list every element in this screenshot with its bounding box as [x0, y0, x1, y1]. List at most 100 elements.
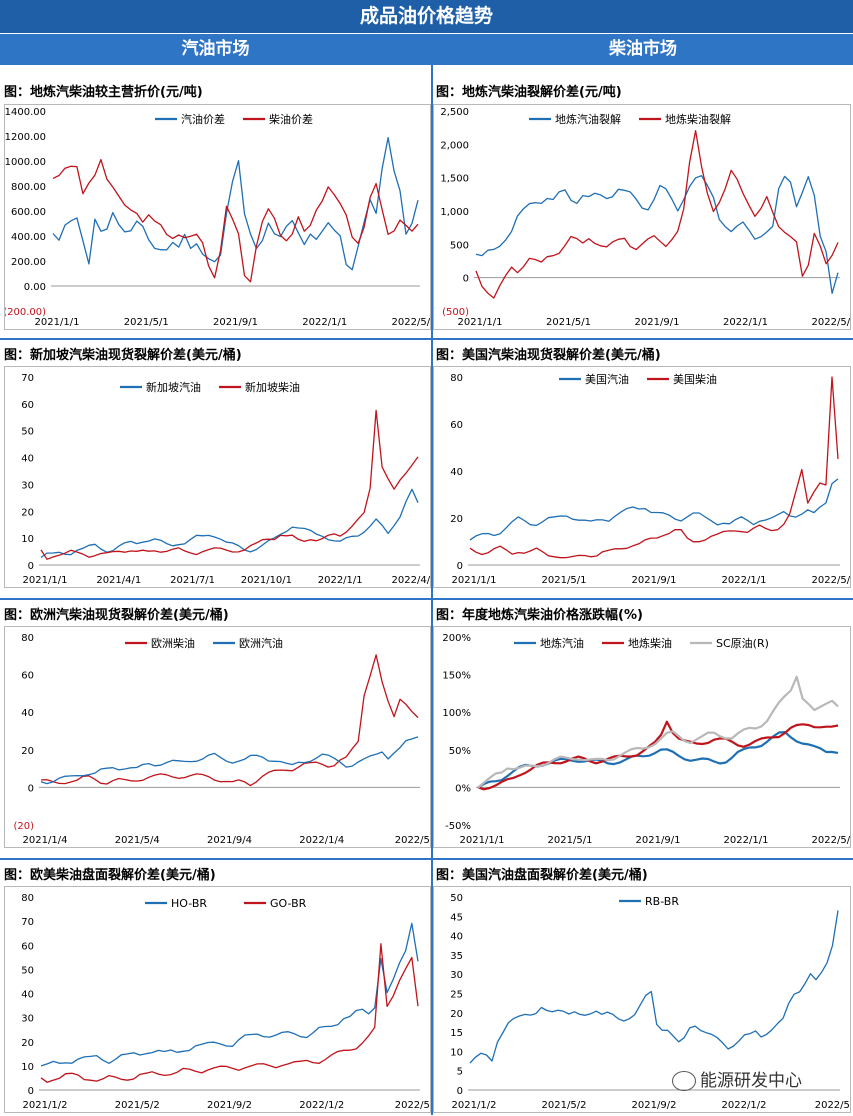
series-line-2	[477, 675, 839, 789]
x-tick-label: 2021/9/2	[632, 1100, 677, 1111]
x-tick-label: 2021/5/1	[124, 317, 169, 328]
x-tick-label: 2022/1/1	[722, 575, 767, 586]
y-tick-label: 35	[450, 951, 463, 962]
y-tick-label: (200.00)	[5, 307, 46, 318]
series-line-0	[52, 136, 419, 271]
x-tick-label: 2021/4/1	[96, 575, 141, 586]
x-tick-label: 2021/5/2	[115, 1100, 160, 1111]
legend-label: SC原油(R)	[716, 636, 769, 650]
y-tick-label: 100%	[442, 708, 471, 719]
section-header-diesel: 柴油市场	[433, 34, 853, 65]
legend-label: 欧洲汽油	[239, 636, 283, 650]
legend-label: 欧洲柴油	[151, 636, 195, 650]
series-line-0	[40, 654, 419, 787]
x-tick-label: 2022/1/2	[722, 1100, 767, 1111]
y-tick-label: 80	[21, 893, 34, 904]
y-tick-label: (500)	[442, 307, 469, 318]
y-tick-label: 10	[450, 1047, 463, 1058]
y-tick-label: 200.00	[11, 257, 46, 268]
y-tick-label: 1,500	[440, 174, 469, 185]
series-line-0	[40, 922, 419, 1067]
y-tick-label: 600.00	[11, 207, 46, 218]
y-tick-label: 60	[21, 671, 34, 682]
chart-svg: 2,500 2,000 1,500 1,000 500 0 (500)2021/1/1 202…	[440, 107, 853, 328]
y-tick-label: 20	[21, 1038, 34, 1049]
chart-c5: 80 60 40 20 0 (20) 2021/1/4 2021/5/4 2021/9/4 202…	[4, 626, 434, 848]
y-tick-label: 40	[21, 454, 34, 465]
series-line-1	[477, 720, 839, 791]
y-tick-label: 60	[21, 400, 34, 411]
y-tick-label: 50	[21, 965, 34, 976]
x-tick-label: 2022/4/1	[392, 575, 430, 586]
x-tick-label: 2022/1/2	[299, 1100, 344, 1111]
x-tick-label: 2022/5/	[395, 835, 430, 846]
y-tick-label: 0	[457, 1086, 463, 1097]
y-tick-label: 0	[28, 561, 34, 572]
y-tick-label: 40	[450, 467, 463, 478]
watermark: 能源研发中心	[672, 1066, 802, 1091]
y-tick-label: 500	[450, 240, 469, 251]
chart-title: 图：欧洲汽柴油现货裂解价差(美元/桶)	[4, 608, 229, 623]
y-tick-label: 200%	[442, 633, 471, 644]
row-divider	[0, 858, 853, 860]
x-tick-label: 2021/1/1	[452, 575, 497, 586]
y-tick-label: 30	[21, 480, 34, 491]
legend-label: 新加坡柴油	[245, 380, 300, 394]
y-tick-label: 30	[450, 970, 463, 981]
legend-label: RB-BR	[645, 895, 679, 908]
chart-svg: 80 60 40 20 0 2021/1/1 2021/5/1 2021/9/1 2022/1/…	[450, 372, 853, 586]
chart-title: 图：欧美柴油盘面裂解价差(美元/桶)	[4, 868, 216, 883]
y-tick-label: 150%	[442, 671, 471, 682]
series-line-1	[40, 409, 419, 560]
x-tick-label: 2022/5/1	[812, 317, 850, 328]
x-tick-label: 2022/5/1	[812, 835, 850, 846]
x-tick-label: 2022/1/1	[723, 317, 768, 328]
y-tick-label: 80	[450, 373, 463, 384]
legend-label: 新加坡汽油	[146, 380, 201, 394]
chart-svg: 80 70 60 50 40 30 20 10 0 2021/1/2 2021/5/2 2021/9/…	[21, 893, 434, 1111]
y-tick-label: 0	[28, 1086, 34, 1097]
chart-svg: 70 60 50 40 30 20 10 0 2021/1/1 2021/4/1 2021/7/1 2…	[21, 373, 436, 586]
y-tick-label: 2,500	[440, 107, 469, 118]
series-line-1	[475, 130, 839, 299]
y-tick-label: 40	[21, 708, 34, 719]
chart-c2: 2,500 2,000 1,500 1,000 500 0 (500) 2021/1/1 202…	[433, 104, 853, 330]
y-tick-label: 70	[21, 917, 34, 928]
series-line-0	[475, 175, 839, 294]
x-tick-label: 2021/7/1	[170, 575, 215, 586]
y-tick-label: 0%	[455, 783, 471, 794]
x-tick-label: 2021/1/2	[23, 1100, 68, 1111]
chart-title: 图：美国汽油盘面裂解价差(美元/桶)	[436, 868, 648, 883]
y-tick-label: 1400.00	[5, 107, 46, 118]
chart-c6: 200% 150% 100% 50% 0% -50% 2021/1/1 2021/5/1 202…	[433, 626, 853, 848]
y-tick-label: 20	[450, 1009, 463, 1020]
y-tick-label: 50	[450, 893, 463, 904]
y-tick-label: 0	[457, 561, 463, 572]
watermark-text: 能源研发中心	[700, 1071, 802, 1091]
y-tick-label: 1,000	[440, 207, 469, 218]
x-tick-label: 2021/5/2	[542, 1100, 587, 1111]
y-tick-label: 5	[457, 1067, 463, 1078]
x-tick-label: 2021/9/4	[207, 835, 252, 846]
row-divider	[0, 338, 853, 340]
x-tick-label: 2021/1/1	[35, 317, 80, 328]
x-tick-label: 2021/9/1	[632, 575, 677, 586]
x-tick-label: 2021/9/1	[635, 317, 680, 328]
legend-label: 美国汽油	[585, 372, 629, 386]
x-tick-label: 2021/9/2	[207, 1100, 252, 1111]
series-line-0	[40, 488, 419, 559]
y-tick-label: 40	[450, 932, 463, 943]
y-tick-label: 40	[21, 990, 34, 1001]
legend-label: 地炼汽油	[540, 636, 584, 650]
x-tick-label: 2022/1/1	[302, 317, 347, 328]
legend-label: 地炼柴油裂解	[665, 112, 731, 126]
x-tick-label: 2021/1/1	[23, 575, 68, 586]
legend-label: 地炼柴油	[628, 636, 672, 650]
y-tick-label: 2,000	[440, 140, 469, 151]
y-tick-label: 15	[450, 1028, 463, 1039]
x-tick-label: 2021/5/1	[546, 317, 591, 328]
chart-svg: 1400.00 1200.00 1000.00 800.00 600.00 400.00 2…	[3, 107, 436, 328]
y-tick-label: 0	[463, 274, 469, 285]
y-tick-label: 20	[450, 514, 463, 525]
x-tick-label: 2021/1/1	[458, 317, 503, 328]
